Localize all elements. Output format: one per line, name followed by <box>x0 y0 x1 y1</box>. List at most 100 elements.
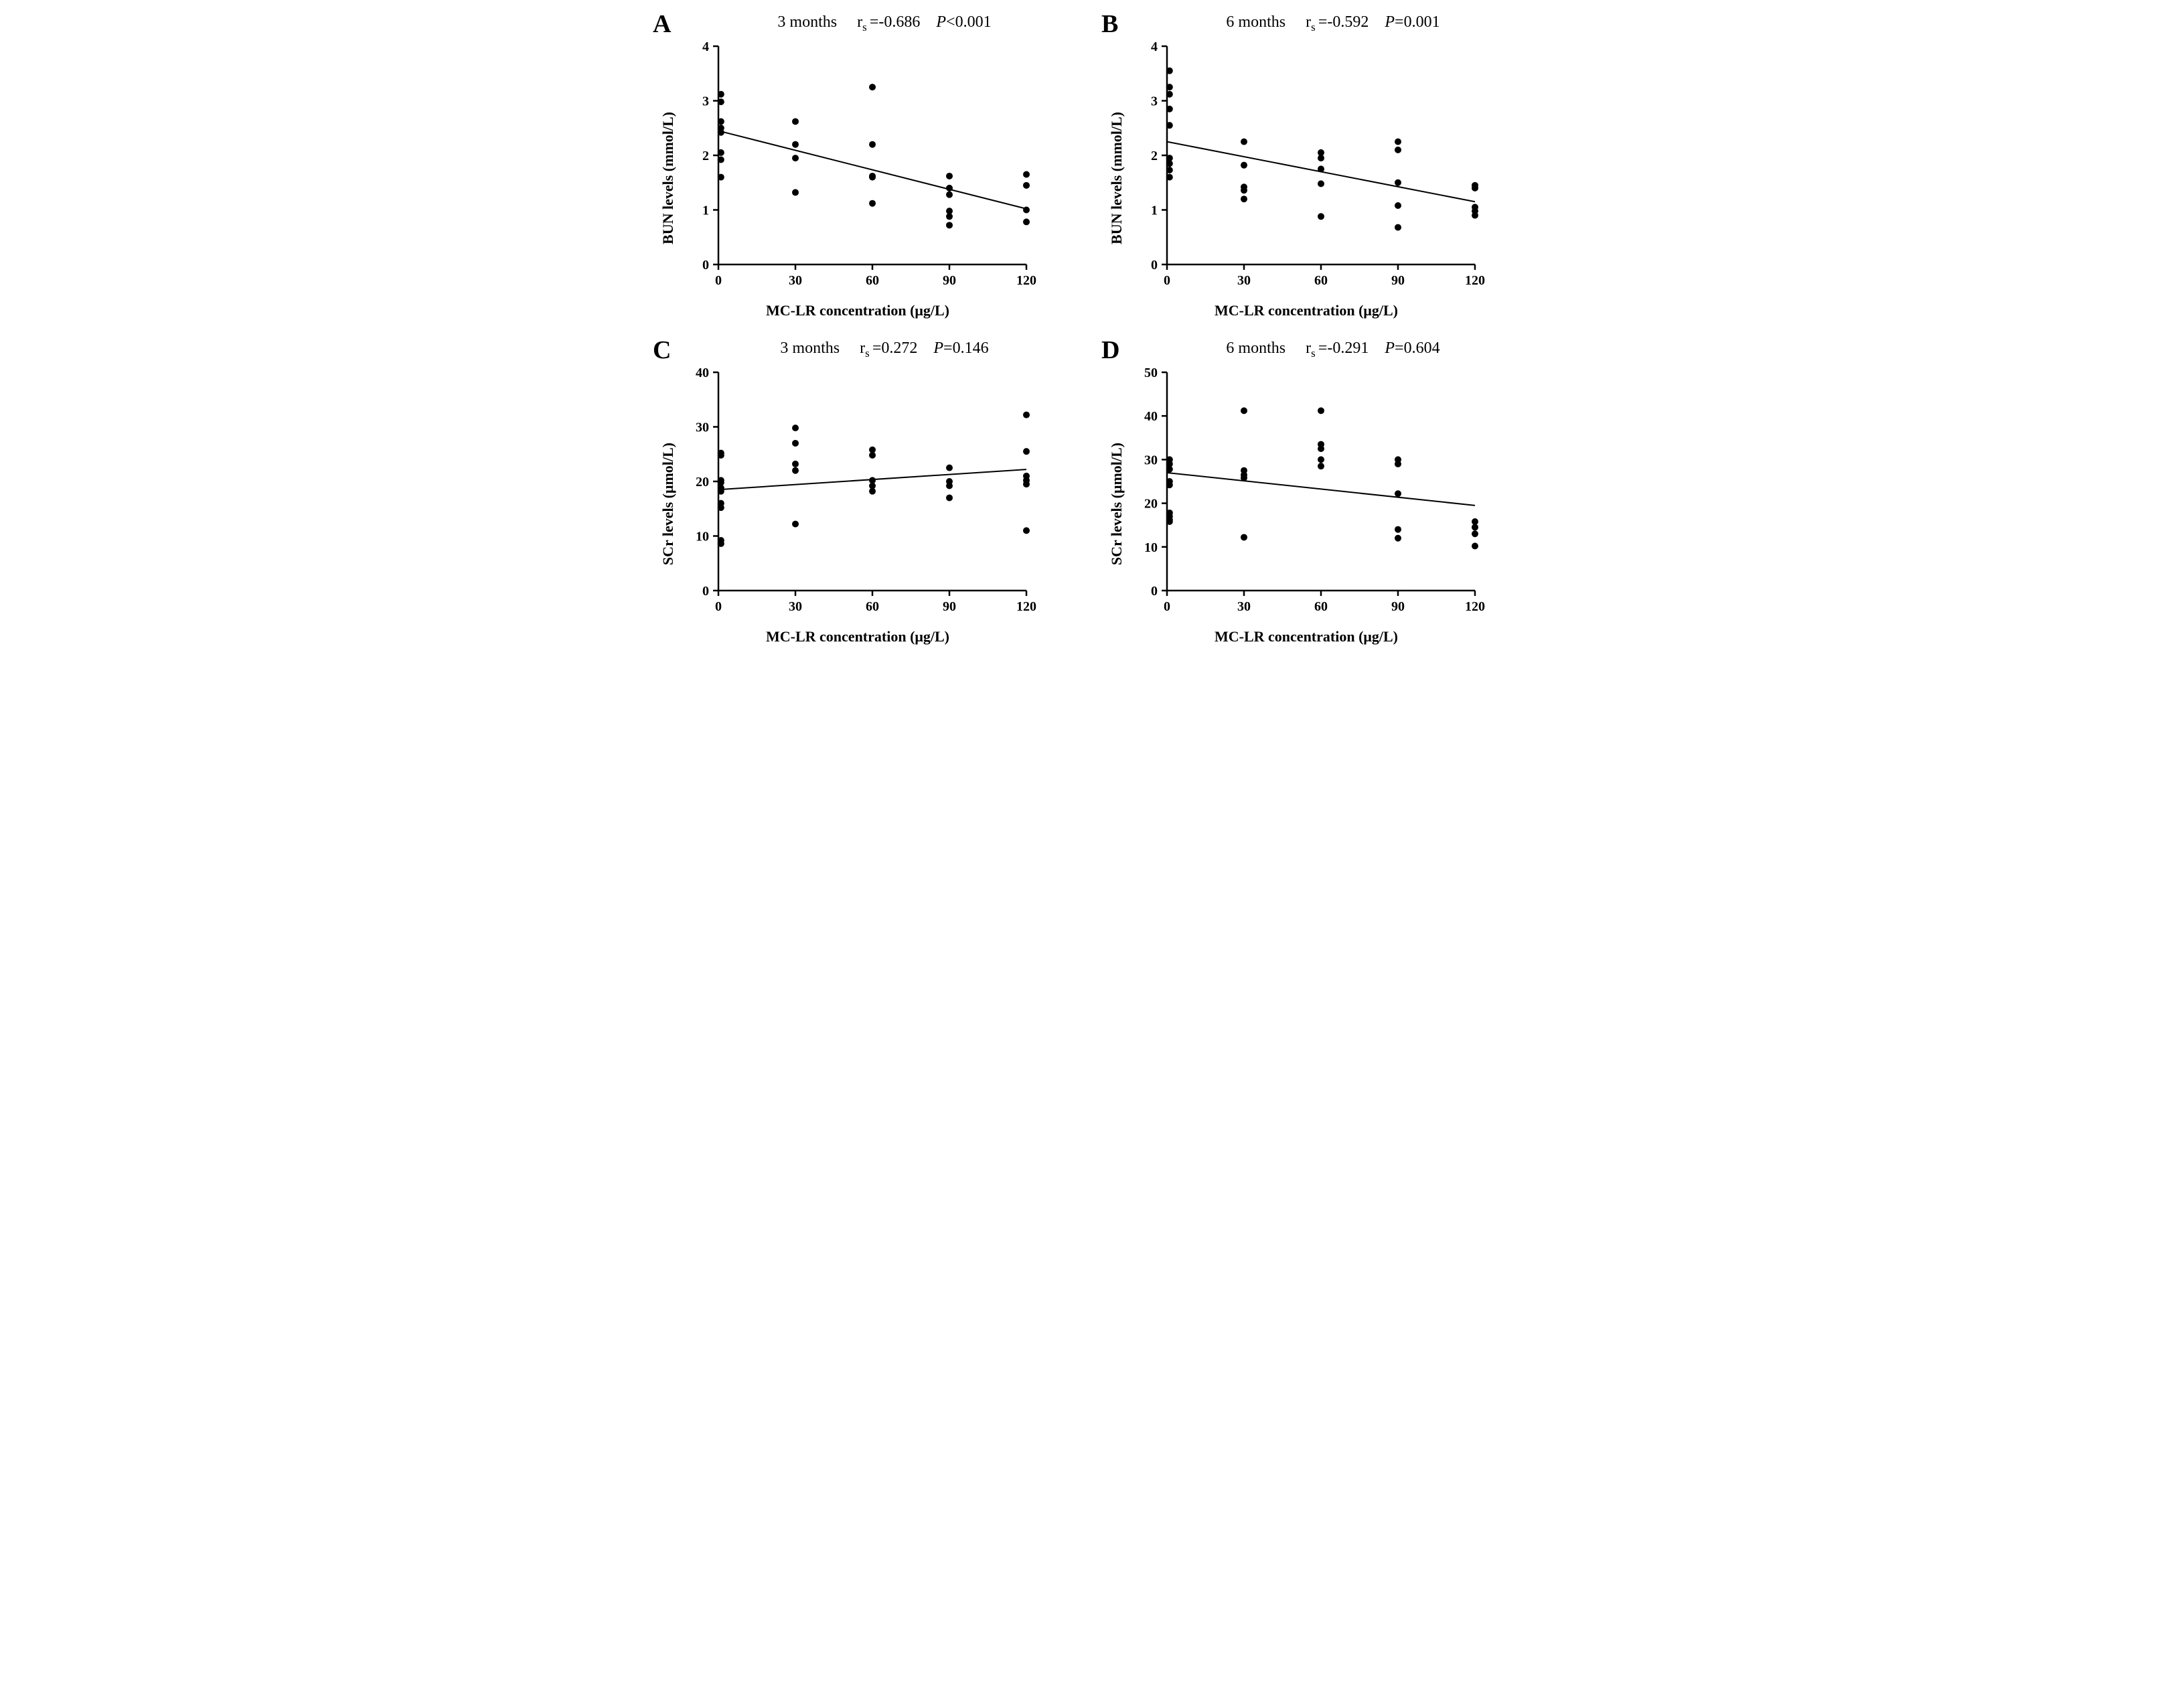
data-point <box>1241 138 1247 145</box>
x-tick-label: 90 <box>943 599 956 614</box>
data-point <box>1166 67 1173 74</box>
x-axis-label: MC-LR concentration (μg/L) <box>766 302 949 319</box>
panel-b: B 6 months rs =-0.592 P=0.001 BUN levels… <box>1105 13 1527 319</box>
x-tick-label: 0 <box>1164 273 1170 288</box>
data-point <box>1166 91 1173 98</box>
data-point <box>792 440 799 447</box>
y-tick-label: 0 <box>1151 258 1158 273</box>
data-point <box>1472 530 1478 537</box>
data-point <box>1472 185 1478 191</box>
x-tick-label: 30 <box>1237 599 1251 614</box>
data-point <box>1395 490 1401 497</box>
data-point <box>792 461 799 467</box>
x-tick-label: 120 <box>1016 599 1036 614</box>
data-point <box>1318 155 1324 161</box>
data-point <box>1166 481 1173 488</box>
data-point <box>1318 456 1324 463</box>
data-point <box>1241 534 1247 540</box>
data-point <box>718 487 724 494</box>
title-rs: -0.686 <box>878 13 920 31</box>
scatter-plot: 030609012001234 <box>677 37 1038 298</box>
data-point <box>792 118 799 125</box>
data-point <box>1166 122 1173 129</box>
y-tick-label: 0 <box>702 258 709 273</box>
data-point <box>946 482 953 489</box>
data-point <box>946 213 953 220</box>
data-point <box>1023 448 1030 455</box>
panel-title: 6 months rs =-0.592 P=0.001 <box>1139 13 1527 34</box>
regression-line <box>1167 473 1475 506</box>
title-rs: -0.291 <box>1327 339 1369 357</box>
title-p-prefix: = <box>1395 13 1404 31</box>
data-point <box>1166 167 1173 173</box>
data-point <box>1472 524 1478 530</box>
scatter-plot: 030609012001020304050 <box>1125 363 1487 624</box>
data-point <box>792 155 799 161</box>
data-point <box>792 467 799 473</box>
data-point <box>1395 224 1401 230</box>
panel-letter: C <box>653 335 671 365</box>
panel-letter: D <box>1101 335 1119 365</box>
data-point <box>792 189 799 196</box>
title-p-value: 0.604 <box>1404 339 1440 357</box>
data-point <box>1318 180 1324 187</box>
data-point <box>1395 147 1401 153</box>
y-tick-label: 50 <box>1144 366 1158 380</box>
data-point <box>1023 171 1030 177</box>
data-point <box>1395 138 1401 145</box>
data-point <box>1395 179 1401 186</box>
x-axis-label: MC-LR concentration (μg/L) <box>1215 628 1398 645</box>
scatter-plot: 0306090120010203040 <box>677 363 1038 624</box>
y-tick-label: 4 <box>1151 40 1158 54</box>
data-point <box>1318 445 1324 452</box>
title-p-value: 0.001 <box>1404 13 1440 31</box>
y-axis-label: SCr levels (μmol/L) <box>1105 443 1125 565</box>
x-axis-label: MC-LR concentration (μg/L) <box>1215 302 1398 319</box>
data-point <box>1241 407 1247 414</box>
panel-d: D 6 months rs =-0.291 P=0.604 SCr levels… <box>1105 339 1527 645</box>
title-time: 3 months <box>777 13 837 31</box>
y-tick-label: 3 <box>702 94 709 108</box>
data-point <box>1395 461 1401 467</box>
title-p-value: 0.146 <box>953 339 989 357</box>
data-point <box>1166 518 1173 525</box>
x-tick-label: 60 <box>866 273 879 288</box>
y-tick-label: 10 <box>696 529 709 544</box>
data-point <box>718 173 724 180</box>
y-tick-label: 4 <box>702 40 709 54</box>
data-point <box>718 98 724 105</box>
y-tick-label: 30 <box>1144 453 1158 467</box>
y-tick-label: 1 <box>702 203 709 218</box>
data-point <box>1318 213 1324 220</box>
data-point <box>1241 196 1247 202</box>
data-point <box>1166 465 1173 472</box>
y-tick-label: 3 <box>1151 94 1158 108</box>
y-tick-label: 2 <box>702 149 709 163</box>
data-point <box>1472 212 1478 218</box>
data-point <box>1395 202 1401 209</box>
figure-grid: A 3 months rs =-0.686 P<0.001 BUN levels… <box>657 13 1527 645</box>
data-point <box>1023 206 1030 213</box>
data-point <box>1318 165 1324 172</box>
data-point <box>946 494 953 501</box>
x-tick-label: 120 <box>1016 273 1036 288</box>
title-p-value: 0.001 <box>955 13 992 31</box>
data-point <box>718 118 724 125</box>
x-tick-label: 60 <box>1314 599 1328 614</box>
data-point <box>946 173 953 179</box>
x-tick-label: 90 <box>1391 599 1405 614</box>
data-point <box>1241 187 1247 194</box>
data-point <box>718 156 724 163</box>
title-time: 3 months <box>780 339 840 357</box>
data-point <box>792 141 799 147</box>
y-axis-label: BUN levels (mmol/L) <box>1105 112 1125 244</box>
data-point <box>718 129 724 136</box>
x-tick-label: 90 <box>943 273 956 288</box>
data-point <box>869 451 876 458</box>
panel-letter: B <box>1101 9 1118 39</box>
x-tick-label: 60 <box>866 599 879 614</box>
data-point <box>1472 542 1478 549</box>
data-point <box>1166 173 1173 180</box>
scatter-plot: 030609012001234 <box>1125 37 1487 298</box>
y-tick-label: 2 <box>1151 149 1158 163</box>
